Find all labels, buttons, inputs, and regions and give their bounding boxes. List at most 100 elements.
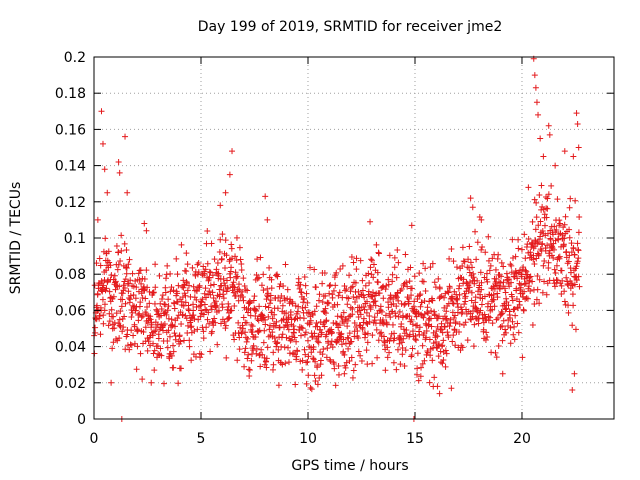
data-point (256, 303, 263, 310)
data-point (419, 342, 426, 349)
data-point (117, 308, 124, 315)
data-point (409, 321, 416, 328)
data-point (275, 346, 282, 353)
data-point (254, 275, 261, 282)
data-point (150, 289, 157, 296)
data-point (449, 300, 456, 307)
data-point (416, 270, 423, 277)
data-point (575, 273, 582, 280)
x-tick-label: 15 (406, 431, 424, 447)
data-point (391, 264, 398, 271)
data-point (386, 349, 393, 356)
data-point (363, 347, 370, 354)
data-point (346, 272, 353, 279)
data-point (250, 297, 257, 304)
data-point (124, 189, 131, 196)
data-point (483, 276, 490, 283)
data-point (344, 334, 351, 341)
data-point (401, 362, 408, 369)
data-point (184, 287, 191, 294)
data-point (408, 222, 415, 229)
data-point (446, 285, 453, 292)
data-point (512, 312, 519, 319)
data-point (100, 312, 107, 319)
data-point (132, 295, 139, 302)
data-point (407, 264, 414, 271)
data-point (397, 361, 404, 368)
data-point (573, 110, 580, 117)
data-point (321, 323, 328, 330)
data-point (138, 314, 145, 321)
data-point (406, 278, 413, 285)
data-point (287, 309, 294, 316)
data-point (475, 288, 482, 295)
x-tick-label: 10 (299, 431, 317, 447)
data-point (431, 279, 438, 286)
data-point (219, 304, 226, 311)
data-point (365, 270, 372, 277)
data-point (215, 307, 222, 314)
data-point (116, 322, 123, 329)
data-point (139, 376, 146, 383)
data-point (112, 279, 119, 286)
data-point (551, 266, 558, 273)
data-point (236, 334, 243, 341)
data-point (104, 189, 111, 196)
data-point (102, 235, 109, 242)
data-point (569, 291, 576, 298)
data-point (240, 275, 247, 282)
data-point (259, 351, 266, 358)
data-point (144, 303, 151, 310)
data-point (267, 322, 274, 329)
data-point (292, 381, 299, 388)
data-point (262, 303, 269, 310)
data-point (345, 313, 352, 320)
data-point (426, 336, 433, 343)
data-point (276, 283, 283, 290)
data-point (285, 326, 292, 333)
data-point (318, 372, 325, 379)
data-point (543, 214, 550, 221)
data-point (501, 285, 508, 292)
data-point (572, 326, 579, 333)
data-point (500, 279, 507, 286)
data-point (243, 319, 250, 326)
y-tick-label: 0.04 (55, 340, 86, 356)
data-point (408, 353, 415, 360)
y-tick-label: 0.08 (55, 267, 86, 283)
data-point (515, 329, 522, 336)
data-point (273, 272, 280, 279)
data-point (273, 340, 280, 347)
data-point (393, 274, 400, 281)
data-point (145, 338, 152, 345)
data-point (493, 316, 500, 323)
data-point (384, 354, 391, 361)
data-point (365, 288, 372, 295)
data-point (548, 252, 555, 259)
data-point (473, 306, 480, 313)
data-point (492, 266, 499, 273)
data-point (118, 247, 125, 254)
data-point (264, 344, 271, 351)
data-point (300, 299, 307, 306)
data-point (506, 283, 513, 290)
data-point (198, 299, 205, 306)
data-point (298, 332, 304, 339)
data-point (369, 360, 376, 367)
data-point (310, 343, 317, 350)
data-point (232, 269, 239, 276)
data-point (234, 286, 241, 293)
data-point (509, 318, 516, 325)
data-point (385, 299, 392, 306)
data-point (468, 316, 475, 323)
data-point (293, 338, 300, 345)
data-point (432, 312, 439, 319)
data-point (304, 299, 311, 306)
data-point (225, 315, 232, 322)
data-point (260, 271, 267, 278)
data-point (122, 133, 129, 140)
data-point (527, 287, 534, 294)
data-point (561, 235, 568, 242)
data-point (532, 226, 539, 233)
data-point (495, 343, 502, 350)
